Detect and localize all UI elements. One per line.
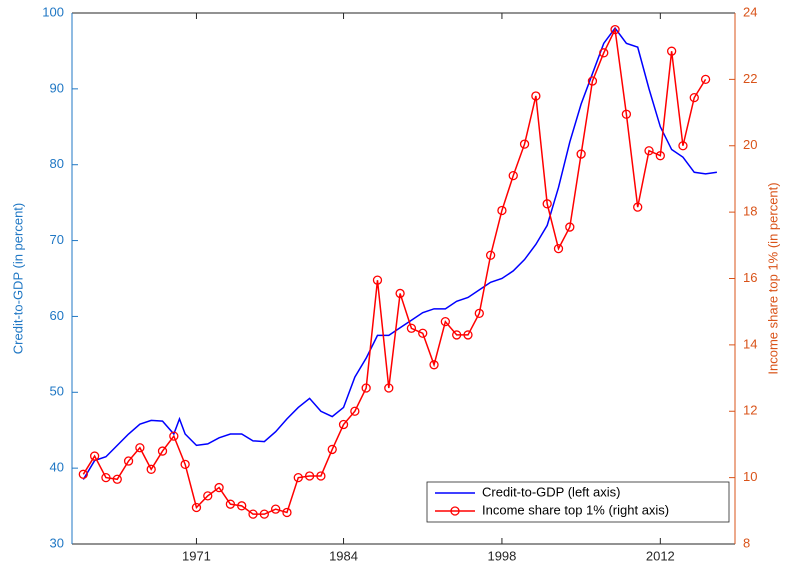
series-point bbox=[542, 199, 552, 209]
y-axis-label: Credit-to-GDP (in percent) bbox=[10, 203, 25, 354]
series-point bbox=[372, 275, 383, 285]
y-tick-label: 60 bbox=[50, 308, 64, 323]
series-point bbox=[327, 444, 337, 455]
series-line bbox=[82, 27, 707, 515]
series-point bbox=[531, 91, 541, 101]
series-point bbox=[259, 509, 269, 519]
y2-tick-label: 18 bbox=[743, 204, 757, 219]
y2-tick-label: 10 bbox=[743, 469, 757, 484]
series-point bbox=[237, 501, 247, 511]
y2-tick-label: 12 bbox=[743, 403, 757, 418]
series-point bbox=[135, 443, 145, 453]
series-point bbox=[644, 146, 654, 156]
series-point bbox=[508, 170, 518, 181]
legend-label: Credit-to-GDP (left axis) bbox=[482, 484, 620, 499]
series-point bbox=[78, 469, 88, 479]
x-tick-label: 2012 bbox=[646, 548, 675, 563]
series-point bbox=[406, 323, 417, 333]
y2-axis-label: Income share top 1% (in percent) bbox=[765, 182, 780, 374]
series-point bbox=[666, 46, 677, 56]
series-point bbox=[191, 502, 202, 513]
x-tick-label: 1998 bbox=[487, 548, 516, 563]
series-point bbox=[146, 464, 156, 474]
series-point bbox=[338, 419, 349, 430]
series-point bbox=[180, 459, 190, 470]
series-point bbox=[553, 243, 564, 254]
y-tick-label: 50 bbox=[50, 384, 64, 399]
series-point bbox=[655, 151, 665, 161]
x-tick-label: 1984 bbox=[329, 548, 358, 563]
series-point bbox=[361, 383, 371, 393]
series-point bbox=[169, 431, 179, 441]
series-point bbox=[418, 328, 428, 338]
y-tick-label: 80 bbox=[50, 156, 64, 171]
series-point bbox=[463, 330, 473, 340]
series-point bbox=[610, 24, 620, 35]
y-tick-label: 70 bbox=[50, 232, 64, 247]
y2-tick-label: 24 bbox=[743, 4, 757, 19]
y-tick-label: 100 bbox=[42, 4, 64, 19]
series-point bbox=[157, 446, 168, 456]
series-point bbox=[384, 383, 394, 393]
x-tick-label: 1971 bbox=[182, 548, 211, 563]
series-point bbox=[474, 308, 484, 318]
series-point bbox=[587, 76, 598, 86]
series-point bbox=[678, 141, 688, 151]
series-point bbox=[304, 471, 315, 481]
series-point bbox=[621, 109, 632, 119]
series-point bbox=[123, 456, 134, 466]
series-point bbox=[214, 482, 224, 493]
legend-label: Income share top 1% (right axis) bbox=[482, 502, 669, 517]
y2-tick-label: 14 bbox=[743, 336, 757, 351]
series-point bbox=[485, 250, 496, 260]
y2-tick-label: 8 bbox=[743, 535, 750, 550]
series-point bbox=[203, 491, 213, 501]
series-line bbox=[82, 26, 717, 480]
series-point bbox=[316, 471, 326, 481]
series-point bbox=[519, 139, 530, 149]
series-point bbox=[599, 48, 609, 58]
y2-tick-label: 20 bbox=[743, 137, 757, 152]
series-point bbox=[429, 360, 439, 370]
legend-box bbox=[426, 481, 730, 523]
y2-tick-label: 16 bbox=[743, 270, 757, 285]
series-point bbox=[440, 316, 451, 327]
series-point bbox=[689, 92, 699, 103]
series-point bbox=[350, 406, 360, 416]
series-point bbox=[497, 205, 507, 216]
series-point bbox=[576, 149, 586, 159]
series-point bbox=[565, 222, 575, 232]
series-point bbox=[248, 509, 258, 519]
series-point bbox=[293, 472, 303, 483]
y-tick-label: 40 bbox=[50, 460, 64, 475]
y-tick-label: 90 bbox=[50, 80, 64, 95]
series-point bbox=[452, 330, 462, 340]
series-point bbox=[89, 451, 100, 461]
series-point bbox=[395, 288, 405, 299]
series-point bbox=[700, 74, 711, 85]
legend-marker bbox=[450, 506, 460, 516]
series-point bbox=[282, 507, 292, 518]
series-point bbox=[112, 474, 122, 484]
series-point bbox=[225, 499, 236, 509]
series-point bbox=[271, 504, 281, 514]
legend: Credit-to-GDP (left axis) Income share to… bbox=[426, 481, 730, 523]
y2-tick-label: 22 bbox=[743, 71, 757, 86]
y-tick-label: 30 bbox=[50, 535, 64, 550]
series-point bbox=[101, 472, 111, 483]
series-point bbox=[633, 202, 643, 212]
